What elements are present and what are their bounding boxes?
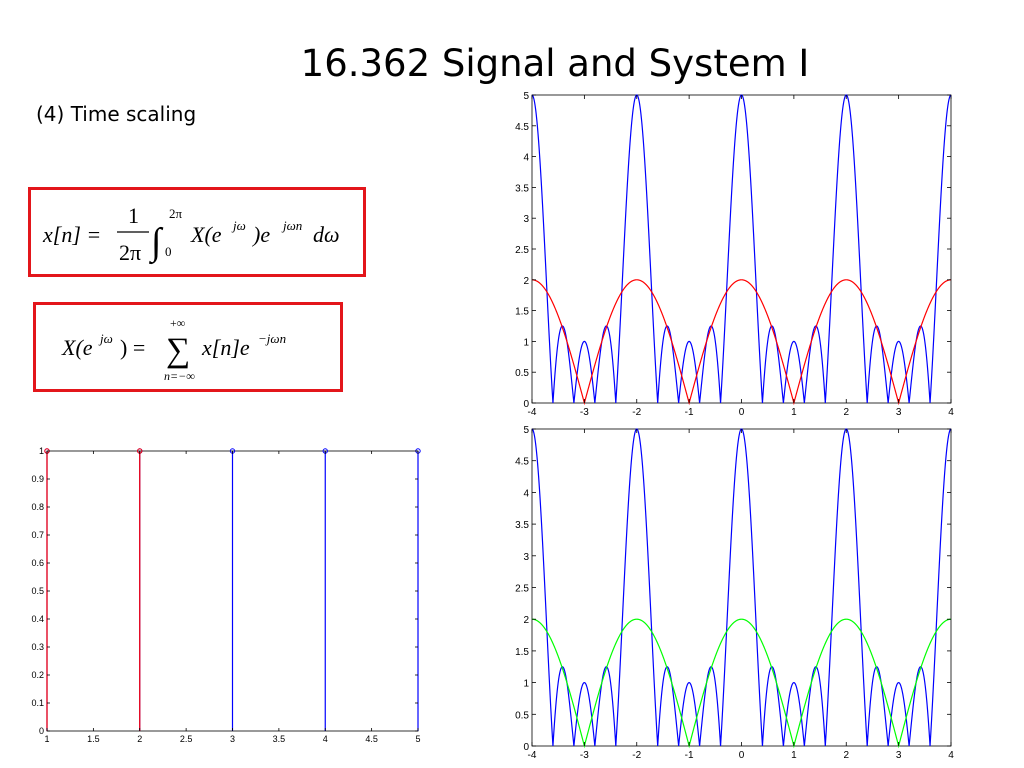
y-tick-label: 5	[523, 425, 529, 436]
x-tick-label: -2	[632, 750, 641, 761]
y-tick-label: 3	[523, 214, 529, 225]
x-tick-label: -3	[580, 407, 589, 418]
y-tick-label: 3.5	[515, 520, 529, 531]
y-tick-label: 4.5	[515, 457, 529, 468]
sum-sign: ∑	[166, 332, 190, 369]
y-tick-label: 0	[39, 726, 44, 736]
x-tick-label: 1	[44, 734, 49, 744]
analysis-equation: X(e jω ) = +∞ ∑ n=−∞ x[n]e −jωn	[61, 316, 286, 383]
y-tick-label: 0	[523, 399, 529, 410]
x-tick-label: 4	[948, 407, 954, 418]
y-tick-label: 3.5	[515, 183, 529, 194]
eq1-lhs: x[n] =	[42, 222, 101, 247]
eq2-lhs-exp: jω	[98, 331, 113, 346]
y-tick-label: 0.5	[515, 368, 529, 379]
y-tick-label: 0.2	[31, 670, 44, 680]
x-tick-label: -1	[685, 750, 694, 761]
y-tick-label: 0.5	[515, 710, 529, 721]
y-tick-label: 0.1	[31, 698, 44, 708]
y-tick-label: 2	[523, 276, 529, 287]
x-tick-label: 3	[896, 750, 902, 761]
x-tick-label: 2	[843, 750, 849, 761]
eq1-int-upper: 2π	[169, 206, 183, 221]
eq2-body-exp: −jωn	[258, 331, 286, 346]
y-tick-label: 0.8	[31, 502, 44, 512]
eq2-sum-upper: +∞	[170, 316, 185, 330]
y-tick-label: 1	[523, 679, 529, 690]
x-tick-label: 0	[739, 750, 745, 761]
y-tick-label: 2.5	[515, 245, 529, 256]
y-tick-label: 4	[523, 488, 529, 499]
x-tick-label: -2	[632, 407, 641, 418]
eq2-sum-lower: n=−∞	[164, 369, 195, 383]
eq1-frac-num: 1	[128, 203, 139, 228]
x-tick-label: 3.5	[273, 734, 286, 744]
eq1-exp1: jω	[231, 218, 246, 233]
y-tick-label: 3	[523, 552, 529, 563]
y-tick-label: 4.5	[515, 122, 529, 133]
eq1-integrand: X(e	[190, 222, 222, 247]
y-tick-label: 1.5	[515, 647, 529, 658]
analysis-equation-box: X(e jω ) = +∞ ∑ n=−∞ x[n]e −jωn	[33, 302, 343, 392]
x-tick-label: -1	[685, 407, 694, 418]
slide-subtitle: (4) Time scaling	[36, 102, 197, 126]
y-tick-label: 0.5	[31, 586, 44, 596]
y-tick-label: 1.5	[515, 307, 529, 318]
y-tick-label: 0.3	[31, 642, 44, 652]
y-tick-label: 2.5	[515, 584, 529, 595]
y-tick-label: 0.9	[31, 474, 44, 484]
eq1-frac-den: 2π	[119, 240, 141, 265]
y-tick-label: 0.6	[31, 558, 44, 568]
x-tick-label: 5	[415, 734, 420, 744]
x-tick-label: 2	[843, 407, 849, 418]
y-tick-label: 2	[523, 615, 529, 626]
x-tick-label: 2.5	[180, 734, 193, 744]
plot-area	[531, 94, 952, 404]
x-tick-label: 3	[896, 407, 902, 418]
x-tick-label: 1.5	[87, 734, 100, 744]
series-line-1	[532, 279, 951, 406]
x-tick-label: -4	[528, 407, 537, 418]
y-tick-label: 5	[523, 91, 529, 102]
y-tick-label: 4	[523, 153, 529, 164]
y-tick-label: 0.7	[31, 530, 44, 540]
x-tick-label: 1	[791, 407, 797, 418]
series-line-1	[532, 618, 951, 749]
synthesis-equation-box: x[n] = 1 2π ∫ 2π 0 X(e jω )e jωn dω	[28, 187, 366, 277]
eq1-mid: )e	[251, 222, 270, 247]
y-tick-label: 0	[523, 742, 529, 753]
slide-title: 16.362 Signal and System I	[300, 42, 810, 85]
eq2-eq: ) =	[120, 335, 145, 360]
y-tick-label: 1	[523, 337, 529, 348]
x-tick-label: 1	[791, 750, 797, 761]
x-tick-label: 0	[739, 407, 745, 418]
eq2-body: x[n]e	[201, 335, 250, 360]
synthesis-equation: x[n] = 1 2π ∫ 2π 0 X(e jω )e jωn dω	[42, 203, 340, 265]
eq1-end: dω	[313, 222, 340, 247]
x-tick-label: -4	[528, 750, 537, 761]
y-tick-label: 0.4	[31, 614, 44, 624]
integral-sign: ∫	[149, 221, 164, 265]
x-tick-label: 4.5	[365, 734, 378, 744]
eq1-int-lower: 0	[165, 244, 172, 259]
eq2-lhs: X(e	[61, 335, 93, 360]
y-tick-label: 1	[39, 446, 44, 456]
eq1-exp2: jωn	[281, 218, 302, 233]
plot-area	[531, 428, 952, 747]
x-tick-label: 2	[137, 734, 142, 744]
x-tick-label: 4	[948, 750, 954, 761]
x-tick-label: -3	[580, 750, 589, 761]
x-tick-label: 3	[230, 734, 235, 744]
x-tick-label: 4	[323, 734, 328, 744]
